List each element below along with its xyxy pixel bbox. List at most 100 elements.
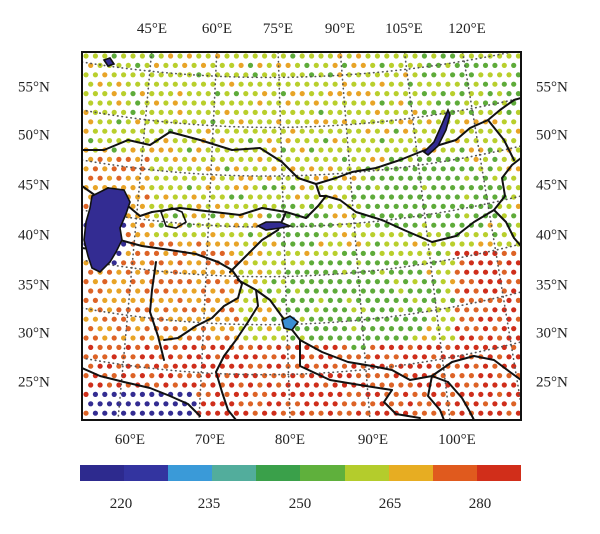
value-dot	[487, 335, 493, 341]
value-dot	[384, 185, 390, 191]
value-dot	[478, 410, 484, 416]
value-dot	[501, 119, 507, 125]
value-dot	[356, 185, 362, 191]
value-dot	[276, 175, 282, 181]
value-dot	[309, 316, 315, 322]
lat-label-right-40n: 40°N	[536, 227, 568, 244]
value-dot	[445, 307, 451, 313]
value-dot	[177, 279, 183, 285]
value-dot	[478, 91, 484, 97]
value-dot	[130, 53, 136, 59]
lon-label-top-45e: 45°E	[136, 21, 168, 37]
value-dot	[266, 326, 272, 332]
value-dot	[487, 316, 493, 322]
value-dot	[515, 297, 521, 303]
value-dot	[247, 81, 254, 87]
value-dot	[92, 279, 98, 285]
value-dot	[121, 128, 127, 134]
value-dot	[482, 269, 489, 275]
value-dot	[313, 401, 319, 407]
value-dot	[290, 297, 296, 303]
value-dot	[233, 241, 239, 247]
value-dot	[106, 138, 113, 144]
value-dot	[102, 410, 108, 416]
value-dot	[398, 119, 404, 125]
value-dot	[135, 232, 141, 238]
value-dot	[351, 100, 357, 106]
value-dot	[356, 335, 362, 341]
value-dot	[191, 213, 197, 219]
value-dot	[341, 344, 348, 350]
value-dot	[403, 128, 409, 134]
value-dot	[435, 382, 442, 388]
value-dot	[210, 344, 216, 350]
value-dot	[247, 401, 254, 407]
value-dot	[252, 203, 258, 209]
value-dot	[435, 213, 442, 219]
value-dot	[304, 307, 310, 313]
value-dot	[135, 288, 141, 294]
value-dot	[149, 147, 155, 153]
value-dot	[139, 410, 145, 416]
value-dot	[421, 109, 427, 115]
value-dot	[210, 288, 216, 294]
value-dot	[360, 100, 366, 106]
value-dot	[158, 279, 164, 285]
value-dot	[276, 344, 282, 350]
value-dot	[304, 62, 310, 68]
value-dot	[426, 81, 432, 87]
value-dot	[309, 128, 315, 134]
value-dot	[271, 109, 277, 115]
value-dot	[186, 185, 192, 191]
value-dot	[135, 156, 141, 162]
value-dot	[515, 335, 521, 341]
value-dot	[262, 109, 268, 115]
value-dot	[304, 232, 310, 238]
value-dot	[337, 203, 343, 209]
value-dot	[445, 81, 451, 87]
value-dot	[309, 222, 315, 228]
lat-label-right-55n: 55°N	[536, 79, 568, 96]
value-dot	[153, 100, 160, 106]
value-dot	[407, 269, 413, 275]
value-dot	[92, 354, 98, 360]
value-dot	[280, 354, 286, 360]
value-dot	[257, 382, 263, 388]
value-dot	[497, 410, 503, 416]
value-dot	[313, 194, 319, 200]
value-dot	[379, 307, 385, 313]
value-dot	[388, 175, 395, 181]
value-dot	[215, 203, 221, 209]
value-dot	[323, 326, 329, 332]
value-dot	[233, 109, 239, 115]
value-dot	[125, 307, 131, 313]
value-dot	[177, 241, 183, 247]
value-dot	[191, 307, 197, 313]
value-dot	[130, 128, 136, 134]
value-dot	[464, 213, 470, 219]
value-dot	[229, 81, 235, 87]
value-dot	[407, 100, 413, 106]
value-dot	[299, 410, 305, 416]
value-dot	[374, 109, 380, 115]
value-dot	[482, 62, 489, 68]
value-dot	[243, 203, 249, 209]
value-dot	[332, 401, 338, 407]
value-dot	[116, 119, 122, 125]
value-dot	[501, 382, 507, 388]
value-dot	[149, 72, 155, 78]
value-dot	[262, 260, 268, 266]
value-dot	[262, 128, 268, 134]
value-dot	[412, 297, 418, 303]
value-dot	[445, 344, 451, 350]
value-dot	[356, 91, 362, 97]
value-dot	[97, 307, 103, 313]
value-dot	[426, 100, 432, 106]
value-dot	[304, 288, 310, 294]
value-dot	[135, 194, 141, 200]
value-dot	[370, 326, 376, 332]
value-dot	[327, 297, 333, 303]
value-dot	[172, 307, 178, 313]
value-dot	[290, 203, 296, 209]
value-dot	[487, 166, 493, 172]
